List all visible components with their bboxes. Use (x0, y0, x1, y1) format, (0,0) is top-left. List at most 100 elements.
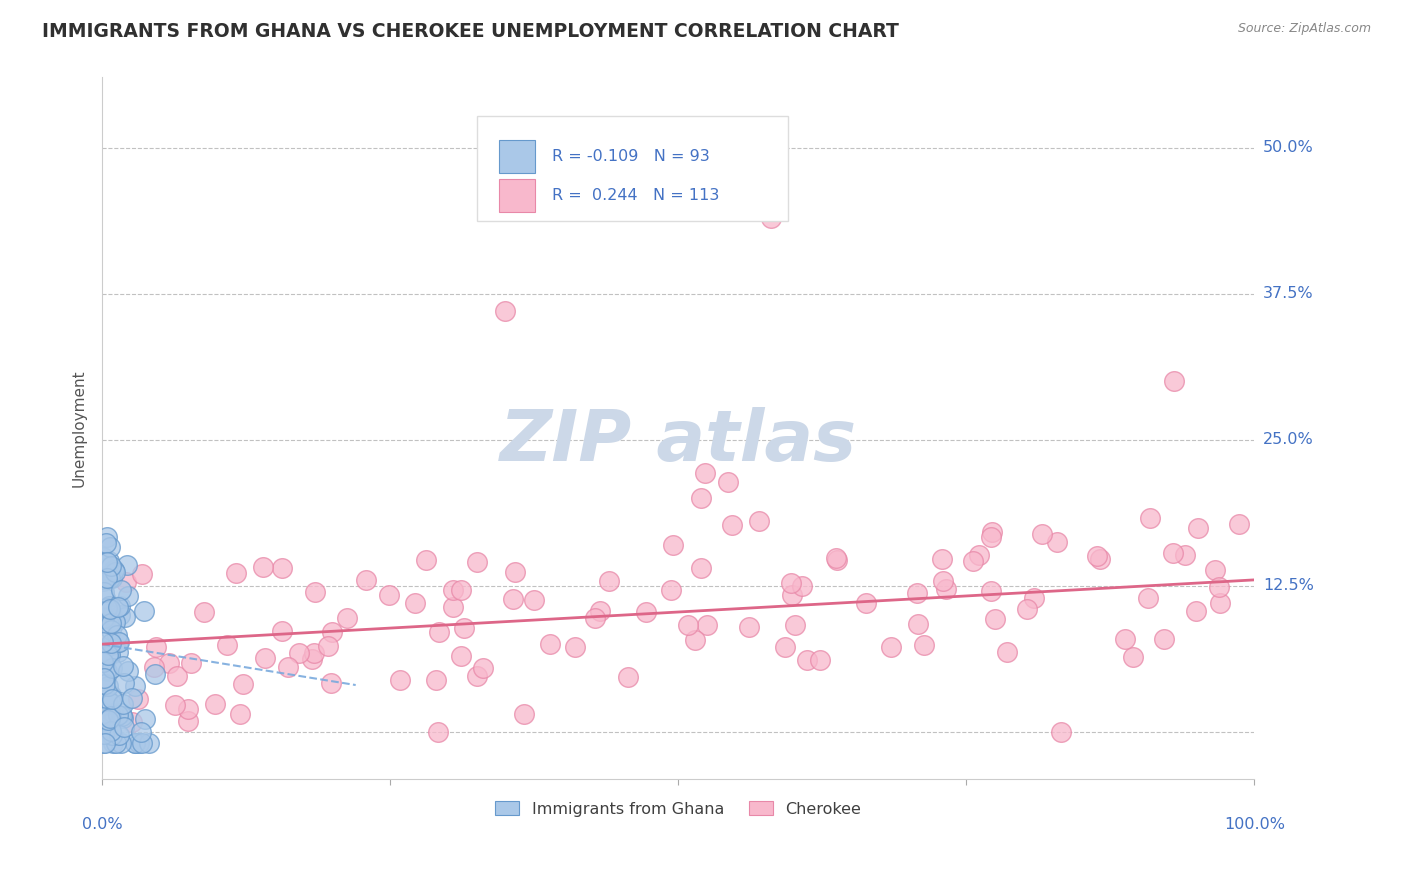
Cherokee (253, 651, 276, 665)
Cherokee (450, 582, 472, 597)
Cherokee (721, 518, 744, 533)
Immigrants from Ghana (103, 563, 125, 577)
Cherokee (180, 656, 202, 670)
Cherokee (738, 619, 761, 633)
Cherokee (302, 647, 325, 661)
Cherokee (143, 660, 166, 674)
Cherokee (378, 588, 401, 602)
Immigrants from Ghana (107, 600, 129, 615)
Immigrants from Ghana (124, 736, 146, 750)
Text: Source: ZipAtlas.com: Source: ZipAtlas.com (1237, 22, 1371, 36)
Cherokee (1022, 591, 1045, 606)
Text: R = -0.109   N = 93: R = -0.109 N = 93 (551, 149, 710, 164)
Immigrants from Ghana (97, 648, 120, 662)
Cherokee (97, 610, 120, 624)
Cherokee (271, 624, 294, 638)
Immigrants from Ghana (143, 667, 166, 681)
Legend: Immigrants from Ghana, Cherokee: Immigrants from Ghana, Cherokee (489, 795, 868, 823)
FancyBboxPatch shape (499, 179, 536, 212)
Immigrants from Ghana (101, 566, 124, 580)
Cherokee (465, 555, 488, 569)
Cherokee (855, 596, 877, 610)
Cherokee (905, 585, 928, 599)
Immigrants from Ghana (110, 706, 132, 720)
Immigrants from Ghana (96, 559, 118, 574)
Cherokee (131, 566, 153, 581)
Cherokee (1209, 596, 1232, 610)
Immigrants from Ghana (101, 608, 124, 623)
Cherokee (166, 669, 188, 683)
Immigrants from Ghana (112, 659, 135, 673)
Cherokee (1187, 521, 1209, 535)
Cherokee (690, 561, 713, 575)
Immigrants from Ghana (108, 728, 131, 742)
Cherokee (453, 621, 475, 635)
Cherokee (931, 551, 953, 566)
Cherokee (662, 538, 685, 552)
Immigrants from Ghana (98, 602, 121, 616)
Cherokee (193, 605, 215, 619)
Immigrants from Ghana (112, 676, 135, 690)
Immigrants from Ghana (94, 663, 117, 677)
Cherokee (773, 640, 796, 654)
Cherokee (523, 592, 546, 607)
Immigrants from Ghana (128, 736, 150, 750)
Immigrants from Ghana (96, 571, 118, 585)
Cherokee (980, 584, 1002, 599)
Immigrants from Ghana (101, 661, 124, 675)
Cherokee (912, 638, 935, 652)
Cherokee (796, 653, 818, 667)
Cherokee (759, 211, 782, 225)
Cherokee (354, 574, 377, 588)
Immigrants from Ghana (98, 648, 121, 662)
Cherokee (1163, 374, 1185, 388)
Cherokee (204, 697, 226, 711)
Cherokee (441, 599, 464, 614)
Immigrants from Ghana (100, 571, 122, 585)
Text: 0.0%: 0.0% (82, 817, 122, 832)
Immigrants from Ghana (124, 736, 146, 750)
Immigrants from Ghana (93, 736, 115, 750)
Cherokee (980, 530, 1002, 544)
Immigrants from Ghana (100, 559, 122, 574)
Text: IMMIGRANTS FROM GHANA VS CHEROKEE UNEMPLOYMENT CORRELATION CHART: IMMIGRANTS FROM GHANA VS CHEROKEE UNEMPL… (42, 22, 898, 41)
Cherokee (1153, 632, 1175, 646)
Immigrants from Ghana (96, 555, 118, 569)
Immigrants from Ghana (94, 536, 117, 550)
Immigrants from Ghana (107, 708, 129, 723)
Cherokee (287, 646, 309, 660)
Immigrants from Ghana (114, 610, 136, 624)
Immigrants from Ghana (100, 616, 122, 631)
Cherokee (690, 491, 713, 505)
Cherokee (145, 640, 167, 654)
Immigrants from Ghana (97, 713, 120, 727)
Cherokee (1174, 549, 1197, 563)
Immigrants from Ghana (91, 736, 114, 750)
Cherokee (825, 552, 848, 566)
Immigrants from Ghana (111, 698, 134, 712)
Cherokee (984, 612, 1007, 626)
Immigrants from Ghana (91, 574, 114, 589)
Cherokee (967, 548, 990, 562)
Cherokee (780, 576, 803, 591)
Immigrants from Ghana (91, 655, 114, 669)
Immigrants from Ghana (96, 530, 118, 544)
Immigrants from Ghana (110, 736, 132, 750)
Cherokee (321, 675, 343, 690)
Immigrants from Ghana (108, 599, 131, 614)
Cherokee (792, 579, 814, 593)
Cherokee (696, 618, 718, 632)
Cherokee (748, 515, 770, 529)
Text: 12.5%: 12.5% (1263, 578, 1313, 593)
Cherokee (1046, 534, 1069, 549)
Cherokee (636, 605, 658, 619)
Cherokee (1136, 591, 1159, 606)
Cherokee (425, 673, 447, 687)
Cherokee (177, 714, 200, 728)
Cherokee (676, 617, 699, 632)
Cherokee (336, 611, 359, 625)
Text: 100.0%: 100.0% (1225, 817, 1285, 832)
Immigrants from Ghana (97, 617, 120, 632)
Immigrants from Ghana (93, 584, 115, 599)
Cherokee (232, 677, 254, 691)
